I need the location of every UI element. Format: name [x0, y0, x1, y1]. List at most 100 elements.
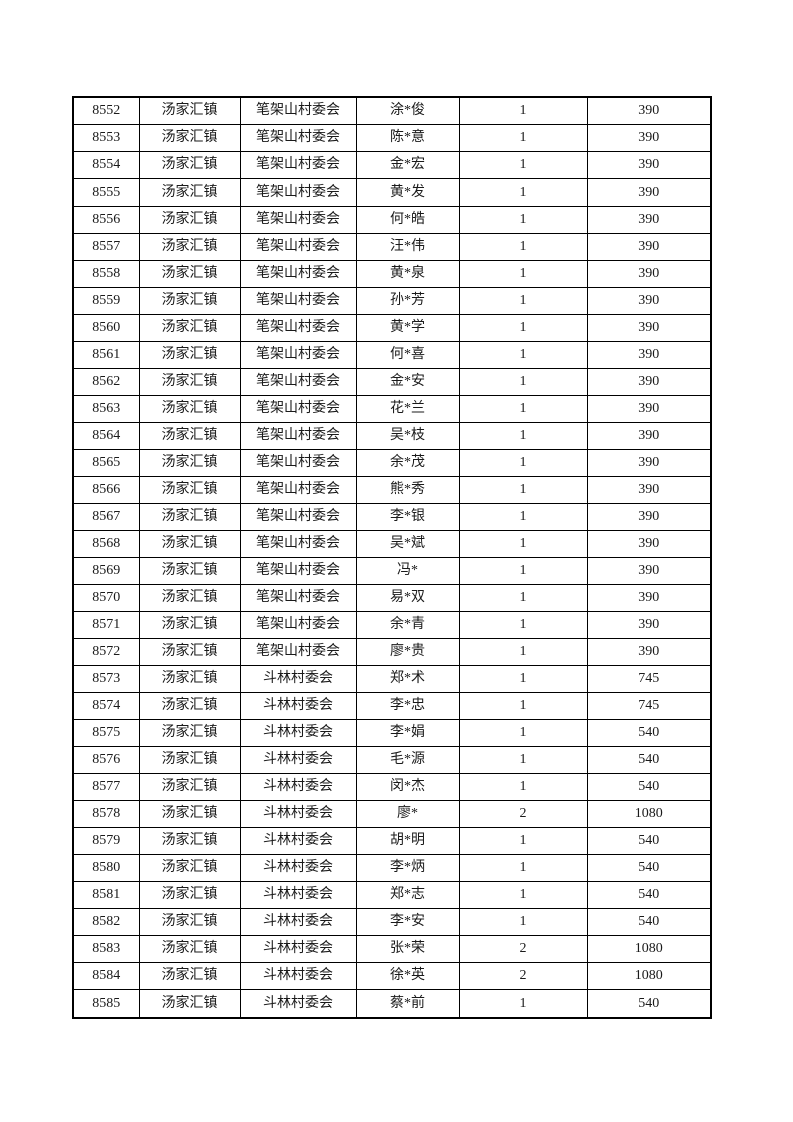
village-committee-cell: 笔架山村委会: [239, 421, 357, 450]
amount-cell: 390: [586, 610, 712, 640]
village-committee-cell: 斗林村委会: [239, 665, 357, 694]
serial-number-cell: 8578: [72, 800, 140, 829]
amount-cell: 540: [586, 773, 712, 802]
village-committee-cell: 斗林村委会: [239, 719, 357, 748]
village-committee-cell: 笔架山村委会: [239, 313, 357, 342]
serial-number-cell: 8584: [72, 962, 140, 991]
village-committee-cell: 笔架山村委会: [239, 448, 357, 477]
village-committee-cell: 笔架山村委会: [239, 502, 357, 531]
person-name-cell: 毛*源: [355, 746, 460, 775]
amount-cell: 390: [586, 286, 712, 315]
town-name-cell: 汤家汇镇: [138, 367, 241, 396]
person-count-cell: 1: [458, 638, 588, 667]
person-name-cell: 黄*发: [355, 178, 460, 207]
serial-number-cell: 8560: [72, 313, 140, 342]
table-row: 8581 汤家汇镇 斗林村委会 郑*志 1 540: [72, 881, 712, 910]
person-name-cell: 冯*: [355, 556, 460, 585]
person-count-cell: 1: [458, 583, 588, 612]
serial-number-cell: 8553: [72, 124, 140, 153]
amount-cell: 540: [586, 827, 712, 856]
serial-number-cell: 8572: [72, 638, 140, 667]
village-committee-cell: 笔架山村委会: [239, 151, 357, 180]
amount-cell: 1080: [586, 962, 712, 991]
table-row: 8564 汤家汇镇 笔架山村委会 吴*枝 1 390: [72, 421, 712, 450]
town-name-cell: 汤家汇镇: [138, 448, 241, 477]
person-count-cell: 1: [458, 556, 588, 585]
amount-cell: 745: [586, 692, 712, 721]
town-name-cell: 汤家汇镇: [138, 746, 241, 775]
town-name-cell: 汤家汇镇: [138, 556, 241, 585]
serial-number-cell: 8556: [72, 205, 140, 234]
village-committee-cell: 笔架山村委会: [239, 232, 357, 261]
village-committee-cell: 斗林村委会: [239, 746, 357, 775]
amount-cell: 540: [586, 854, 712, 883]
table-row: 8582 汤家汇镇 斗林村委会 李*安 1 540: [72, 908, 712, 937]
table-row: 8562 汤家汇镇 笔架山村委会 金*安 1 390: [72, 367, 712, 396]
town-name-cell: 汤家汇镇: [138, 935, 241, 964]
town-name-cell: 汤家汇镇: [138, 827, 241, 856]
person-count-cell: 1: [458, 178, 588, 207]
serial-number-cell: 8568: [72, 529, 140, 558]
village-committee-cell: 笔架山村委会: [239, 638, 357, 667]
amount-cell: 390: [586, 313, 712, 342]
village-committee-cell: 斗林村委会: [239, 827, 357, 856]
serial-number-cell: 8554: [72, 151, 140, 180]
amount-cell: 390: [586, 340, 712, 369]
table-row: 8575 汤家汇镇 斗林村委会 李*娟 1 540: [72, 719, 712, 748]
town-name-cell: 汤家汇镇: [138, 178, 241, 207]
person-name-cell: 郑*志: [355, 881, 460, 910]
table-row: 8572 汤家汇镇 笔架山村委会 廖*贵 1 390: [72, 638, 712, 667]
table-row: 8563 汤家汇镇 笔架山村委会 花*兰 1 390: [72, 394, 712, 423]
village-committee-cell: 笔架山村委会: [239, 286, 357, 315]
person-name-cell: 徐*英: [355, 962, 460, 991]
table-row: 8561 汤家汇镇 笔架山村委会 何*喜 1 390: [72, 340, 712, 369]
town-name-cell: 汤家汇镇: [138, 881, 241, 910]
person-name-cell: 孙*芳: [355, 286, 460, 315]
person-name-cell: 胡*明: [355, 827, 460, 856]
person-name-cell: 吴*枝: [355, 421, 460, 450]
person-count-cell: 1: [458, 746, 588, 775]
serial-number-cell: 8563: [72, 394, 140, 423]
table-row: 8579 汤家汇镇 斗林村委会 胡*明 1 540: [72, 827, 712, 856]
table-row: 8555 汤家汇镇 笔架山村委会 黄*发 1 390: [72, 178, 712, 207]
table-body: 8552 汤家汇镇 笔架山村委会 涂*俊 1 390 8553 汤家汇镇 笔架山村委会 陈*意 1 3…: [72, 96, 712, 1019]
person-name-cell: 陈*意: [355, 124, 460, 153]
serial-number-cell: 8567: [72, 502, 140, 531]
town-name-cell: 汤家汇镇: [138, 124, 241, 153]
serial-number-cell: 8581: [72, 881, 140, 910]
town-name-cell: 汤家汇镇: [138, 665, 241, 694]
serial-number-cell: 8583: [72, 935, 140, 964]
person-name-cell: 廖*贵: [355, 638, 460, 667]
table-row: 8570 汤家汇镇 笔架山村委会 易*双 1 390: [72, 583, 712, 612]
person-name-cell: 郑*术: [355, 665, 460, 694]
person-count-cell: 1: [458, 124, 588, 153]
person-count-cell: 1: [458, 96, 588, 126]
amount-cell: 390: [586, 529, 712, 558]
town-name-cell: 汤家汇镇: [138, 340, 241, 369]
village-committee-cell: 笔架山村委会: [239, 475, 357, 504]
amount-cell: 540: [586, 908, 712, 937]
village-committee-cell: 笔架山村委会: [239, 340, 357, 369]
serial-number-cell: 8558: [72, 259, 140, 288]
town-name-cell: 汤家汇镇: [138, 394, 241, 423]
person-name-cell: 花*兰: [355, 394, 460, 423]
town-name-cell: 汤家汇镇: [138, 502, 241, 531]
person-count-cell: 1: [458, 989, 588, 1019]
town-name-cell: 汤家汇镇: [138, 719, 241, 748]
village-committee-cell: 笔架山村委会: [239, 178, 357, 207]
person-count-cell: 1: [458, 151, 588, 180]
serial-number-cell: 8571: [72, 610, 140, 640]
table-row: 8571 汤家汇镇 笔架山村委会 余*青 1 390: [72, 610, 712, 640]
serial-number-cell: 8575: [72, 719, 140, 748]
person-name-cell: 张*荣: [355, 935, 460, 964]
person-count-cell: 1: [458, 286, 588, 315]
town-name-cell: 汤家汇镇: [138, 610, 241, 640]
table-row: 8557 汤家汇镇 笔架山村委会 汪*伟 1 390: [72, 232, 712, 261]
table-row: 8558 汤家汇镇 笔架山村委会 黄*泉 1 390: [72, 259, 712, 288]
town-name-cell: 汤家汇镇: [138, 313, 241, 342]
village-committee-cell: 笔架山村委会: [239, 124, 357, 153]
table-row: 8567 汤家汇镇 笔架山村委会 李*银 1 390: [72, 502, 712, 531]
amount-cell: 390: [586, 96, 712, 126]
person-name-cell: 金*安: [355, 367, 460, 396]
person-name-cell: 李*炳: [355, 854, 460, 883]
